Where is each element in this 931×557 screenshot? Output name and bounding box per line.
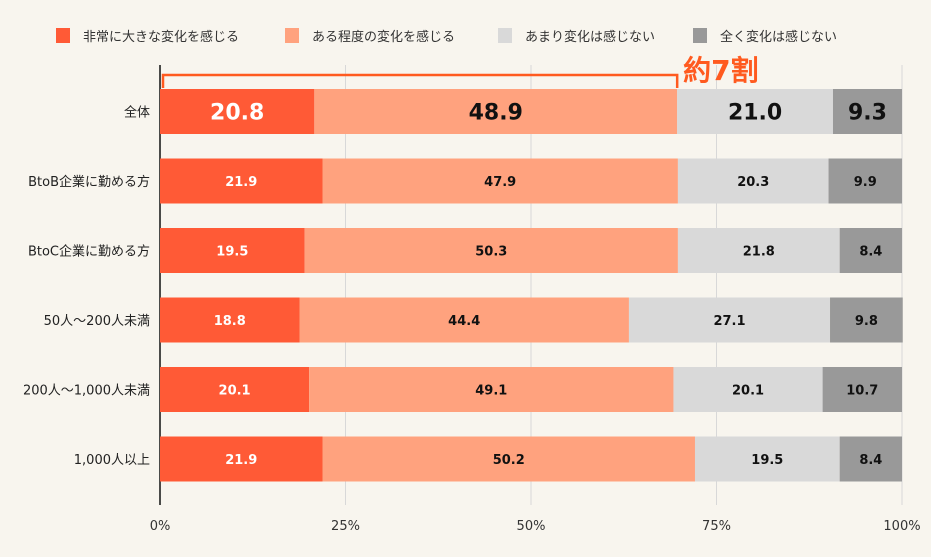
category-label: BtoC企業に勤める方 <box>28 244 150 260</box>
bar-segment <box>322 158 678 204</box>
data-label: 18.8 <box>214 314 246 329</box>
legend: 非常に大きな変化を感じる ある程度の変化を感じる あまり変化は感じない 全く変化は感じ… <box>56 28 837 45</box>
data-label: 21.8 <box>743 245 775 260</box>
legend-label: 全く変化は感じない <box>720 29 837 45</box>
x-tick-label: 25% <box>331 519 360 534</box>
x-tick-label: 0% <box>150 519 171 534</box>
bar-segment <box>160 297 300 343</box>
bar-segment <box>160 158 323 204</box>
data-label: 19.5 <box>751 453 783 468</box>
bar-segment <box>160 228 305 273</box>
data-label: 20.1 <box>219 384 251 399</box>
category-labels: 全体 BtoB企業に勤める方 BtoC企業に勤める方 50人～200人未満 200人～1… <box>23 105 150 469</box>
data-label: 10.7 <box>846 384 878 399</box>
category-label: BtoB企業に勤める方 <box>28 174 150 190</box>
data-label: 48.9 <box>469 101 523 126</box>
legend-swatch <box>56 28 70 43</box>
data-label: 21.9 <box>225 453 257 468</box>
data-label: 50.2 <box>493 453 525 468</box>
category-label: 1,000人以上 <box>74 453 150 468</box>
legend-swatch <box>693 28 707 43</box>
annotation-text: 約7割 <box>683 54 758 87</box>
x-tick-label: 75% <box>702 519 731 534</box>
bar-segment <box>830 297 903 343</box>
data-label: 49.1 <box>475 384 507 399</box>
legend-swatch <box>285 28 299 43</box>
bar-segment <box>299 297 629 343</box>
data-label: 8.4 <box>859 453 882 468</box>
gridlines <box>159 65 903 505</box>
data-label: 9.9 <box>854 175 877 190</box>
bar-segment <box>822 367 902 412</box>
category-label: 50人～200人未満 <box>44 314 150 329</box>
bar-segment <box>694 436 840 482</box>
bar-segment <box>677 158 829 204</box>
legend-label: ある程度の変化を感じる <box>312 29 455 45</box>
bar-segment <box>677 89 833 134</box>
bar-segment <box>832 89 902 134</box>
data-label: 21.0 <box>728 101 782 126</box>
legend-swatch <box>498 28 512 43</box>
data-label: 20.3 <box>737 175 769 190</box>
data-label: 9.8 <box>855 314 878 329</box>
category-label: 全体 <box>124 105 150 121</box>
bar-segment <box>677 228 840 273</box>
x-tick-labels: 0% 25% 50% 75% 100% <box>150 519 921 534</box>
data-label: 50.3 <box>475 245 507 260</box>
bracket <box>161 73 679 88</box>
category-label: 200人～1,000人未満 <box>23 384 150 399</box>
bar-segment <box>160 89 315 134</box>
bar-segment <box>304 228 678 273</box>
bar-segment <box>160 436 323 482</box>
data-label: 21.9 <box>225 175 257 190</box>
bar-segment <box>309 367 674 412</box>
data-label: 47.9 <box>484 175 516 190</box>
bar-segment <box>160 367 310 412</box>
data-label: 44.4 <box>448 314 480 329</box>
data-label: 9.3 <box>848 101 887 126</box>
bar-segment <box>828 158 902 204</box>
data-label: 19.5 <box>216 245 248 260</box>
legend-label: あまり変化は感じない <box>525 29 655 45</box>
bar-segment <box>839 228 902 273</box>
x-tick-label: 100% <box>883 519 920 534</box>
bar-segment <box>673 367 823 412</box>
data-label: 20.1 <box>732 384 764 399</box>
bar-segment <box>314 89 678 134</box>
bar-segment <box>628 297 831 343</box>
annotation: 約7割 <box>161 54 759 88</box>
data-label: 8.4 <box>859 245 882 260</box>
bar-segment <box>839 436 902 482</box>
legend-label: 非常に大きな変化を感じる <box>83 29 239 45</box>
x-tick-label: 50% <box>517 519 546 534</box>
data-label: 27.1 <box>713 314 745 329</box>
bars: 20.8 48.9 21.0 9.3 21.9 47.9 20.3 9.9 19.5 50.3 21… <box>160 89 903 482</box>
data-label: 20.8 <box>210 101 264 126</box>
bar-segment <box>322 436 695 482</box>
